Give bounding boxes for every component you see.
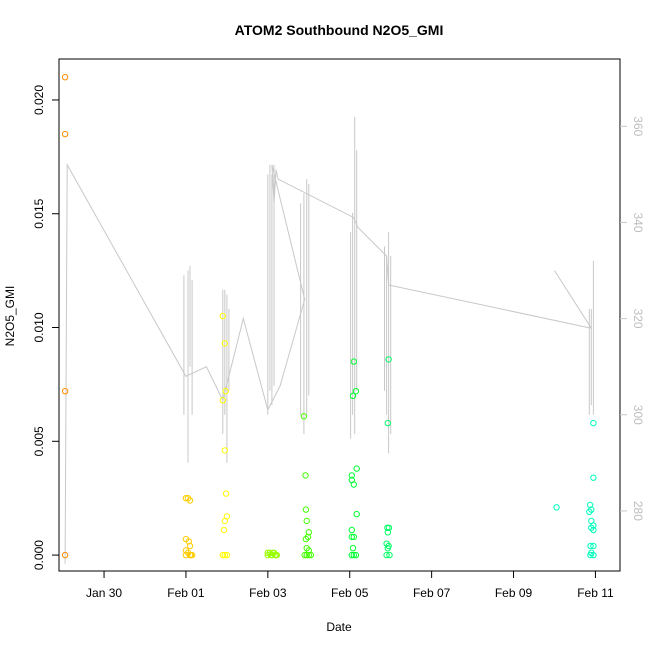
x-axis: Jan 30 Feb 01 Feb 03 Feb 05 Feb 07 Feb 09 Feb … — [86, 570, 614, 600]
data-point — [384, 545, 391, 552]
data-point — [302, 506, 310, 513]
data-point — [221, 517, 229, 525]
plot-frame — [58, 58, 621, 572]
data-point — [349, 545, 357, 552]
x-tick-label: Feb 05 — [331, 586, 369, 600]
right-y-tick-label: 360 — [631, 116, 645, 136]
data-point — [300, 413, 308, 420]
y-tick-label: 0.015 — [32, 198, 46, 228]
gray-trace-line — [554, 270, 592, 329]
data-point — [307, 551, 314, 559]
data-point — [587, 551, 594, 559]
data-point — [384, 529, 391, 536]
data-point — [305, 529, 312, 536]
y-axis-right: 280 300 320 340 360 — [620, 116, 645, 521]
data-point — [302, 472, 309, 479]
x-axis-label: Date — [326, 620, 352, 634]
data-point — [348, 533, 355, 541]
data-point — [587, 542, 594, 550]
x-tick-label: Feb 11 — [577, 586, 614, 600]
right-y-tick-label: 340 — [631, 212, 645, 232]
data-point — [590, 526, 597, 534]
data-point — [352, 388, 360, 395]
data-point — [348, 551, 355, 559]
data-point — [264, 551, 271, 559]
data-point — [348, 526, 355, 534]
data-point — [350, 358, 357, 365]
data-point — [386, 551, 393, 559]
data-point — [223, 551, 231, 559]
data-point — [187, 551, 195, 559]
data-point — [186, 542, 194, 550]
data-point — [352, 551, 360, 559]
y-tick-label: 0.010 — [32, 312, 46, 342]
x-tick-label: Jan 30 — [86, 586, 122, 600]
data-point — [590, 551, 597, 559]
x-tick-label: Feb 03 — [249, 586, 287, 600]
data-point — [61, 551, 69, 559]
x-tick-label: Feb 09 — [495, 586, 533, 600]
data-points — [61, 74, 597, 559]
data-point — [590, 542, 597, 550]
data-point — [305, 551, 312, 559]
data-point — [222, 490, 230, 497]
data-point — [303, 551, 310, 559]
data-point — [350, 551, 357, 559]
gray-trace-line — [64, 162, 592, 564]
data-point — [383, 551, 390, 559]
chart-title: ATOM2 Southbound N2O5_GMI — [235, 22, 444, 38]
data-point — [553, 504, 560, 511]
data-point — [590, 419, 597, 427]
data-point — [303, 517, 310, 525]
data-point — [61, 74, 69, 81]
data-point — [219, 397, 227, 404]
x-tick-label: Feb 01 — [167, 586, 205, 600]
y-tick-label: 0.005 — [32, 426, 46, 456]
y-axis-left: 0.000 0.005 0.010 0.015 0.020 — [32, 85, 59, 570]
data-point — [220, 526, 228, 534]
data-point — [221, 340, 229, 347]
data-point — [221, 447, 229, 454]
data-point — [61, 388, 69, 395]
data-point — [385, 524, 393, 531]
data-point — [349, 392, 357, 399]
data-point — [273, 551, 280, 559]
data-point — [353, 465, 360, 472]
data-point — [219, 312, 227, 320]
data-point — [304, 533, 312, 541]
data-point — [348, 472, 355, 479]
data-point — [586, 508, 593, 515]
right-y-tick-label: 280 — [631, 501, 645, 521]
data-point — [385, 356, 392, 363]
y-tick-label: 0.020 — [32, 85, 46, 115]
right-y-tick-label: 320 — [631, 309, 645, 329]
data-point — [219, 551, 227, 559]
data-point — [350, 533, 357, 541]
data-point — [384, 419, 391, 427]
data-point — [590, 474, 597, 481]
y-axis-label: N2O5_GMI — [3, 286, 17, 347]
data-point — [301, 551, 308, 559]
data-point — [185, 538, 193, 545]
data-point — [61, 130, 69, 138]
data-point — [586, 501, 594, 509]
x-tick-label: Feb 07 — [413, 586, 451, 600]
y-tick-label: 0.000 — [32, 540, 46, 570]
data-point — [350, 481, 357, 488]
data-point — [221, 551, 229, 559]
data-point — [186, 497, 194, 504]
data-point — [222, 388, 229, 395]
gray-trace — [64, 116, 594, 564]
data-point — [353, 510, 360, 518]
right-y-tick-label: 300 — [631, 405, 645, 425]
